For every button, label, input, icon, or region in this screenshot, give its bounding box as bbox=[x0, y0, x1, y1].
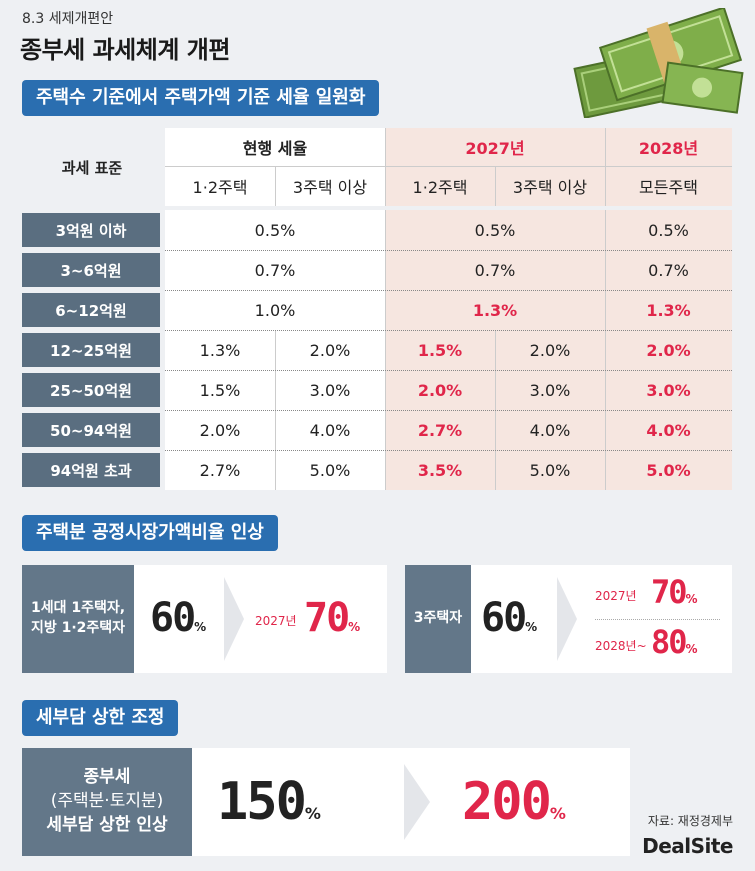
divider bbox=[595, 619, 720, 620]
rate-2027-3plus: 3.0% bbox=[529, 380, 571, 400]
row-label: 94억원 초과 bbox=[22, 453, 160, 487]
rate-2028: 1.3% bbox=[646, 300, 691, 320]
year-label: 2027년 bbox=[255, 614, 297, 628]
rate-2028: 5.0% bbox=[646, 460, 691, 480]
panel-label: 종부세 (주택분·토지분) 세부담 상한 인상 bbox=[22, 748, 192, 856]
section-title-fair-market-ratio: 주택분 공정시장가액비율 인상 bbox=[22, 515, 278, 551]
rate-current-12: 2.0% bbox=[199, 420, 241, 440]
rate-current-12: 1.3% bbox=[199, 340, 241, 360]
rate-current-12: 2.7% bbox=[199, 460, 241, 480]
current-cap-value: 150 bbox=[217, 772, 307, 832]
current-ratio-value: 60 bbox=[150, 595, 196, 641]
new-cap: 200% bbox=[462, 772, 566, 832]
rate-2027-12: 2.0% bbox=[417, 380, 463, 400]
source-note: 자료: 재정경제부 bbox=[647, 814, 733, 828]
rate-2028: 4.0% bbox=[646, 420, 691, 440]
new-ratio-value: 70 bbox=[304, 595, 350, 641]
unit: % bbox=[525, 620, 538, 634]
group-header-2028: 2028년 bbox=[638, 139, 699, 158]
current-cap: 150% bbox=[217, 772, 321, 832]
rate-current-3plus: 5.0% bbox=[309, 460, 351, 480]
unit: % bbox=[549, 804, 566, 823]
tax-rate-table: 과세 표준 현행 세율 2027년 2028년 1·2주택 3주택 이상 1·2… bbox=[22, 128, 732, 490]
rate-2028: 2.0% bbox=[646, 340, 691, 360]
money-stack-icon bbox=[573, 8, 744, 118]
label-line: 세부담 상한 인상 bbox=[46, 814, 168, 835]
year-label: 2028년~ bbox=[595, 639, 647, 653]
fmv-panel-single-home: 1세대 1주택자, 지방 1·2주택자 60% 2027년 70% bbox=[22, 565, 387, 673]
row-label: 12~25억원 bbox=[22, 333, 160, 367]
rate-2028: 3.0% bbox=[646, 380, 691, 400]
corner-header: 과세 표준 bbox=[61, 158, 123, 177]
rate-2027-12: 1.5% bbox=[417, 340, 463, 360]
group-header-current: 현행 세율 bbox=[242, 139, 308, 158]
unit: % bbox=[685, 642, 698, 656]
current-ratio: 60% bbox=[481, 595, 537, 641]
rate-2027-12: 3.5% bbox=[417, 460, 463, 480]
new-ratio: 70% bbox=[304, 595, 360, 641]
rate-2028: 0.5% bbox=[648, 220, 689, 240]
rate-2027: 0.7% bbox=[474, 260, 516, 280]
new-ratio-value: 70 bbox=[651, 573, 688, 611]
rate-2027-12: 2.7% bbox=[417, 420, 463, 440]
rate-current: 0.7% bbox=[254, 260, 296, 280]
rate-2027: 0.5% bbox=[474, 220, 516, 240]
supertitle: 8.3 세제개편안 bbox=[22, 11, 114, 27]
subheader-current-12: 1·2주택 bbox=[192, 178, 248, 197]
rate-2027-3plus: 4.0% bbox=[529, 420, 571, 440]
subheader-2027-12: 1·2주택 bbox=[412, 178, 468, 197]
rate-current: 0.5% bbox=[254, 220, 296, 240]
page-title: 종부세 과세체계 개편 bbox=[20, 36, 230, 64]
subheader-current-3plus: 3주택 이상 bbox=[292, 178, 368, 197]
row-label: 3~6억원 bbox=[22, 253, 160, 287]
arrow-right-icon bbox=[404, 764, 430, 840]
dealsite-logo: DealSite bbox=[642, 834, 733, 858]
new-ratio-2027: 70% bbox=[651, 573, 698, 611]
label-line: 1세대 1주택자, bbox=[30, 600, 126, 617]
rate-2027: 1.3% bbox=[472, 300, 518, 320]
row-label: 6~12억원 bbox=[22, 293, 160, 327]
row-label: 25~50억원 bbox=[22, 373, 160, 407]
new-cap-value: 200 bbox=[462, 772, 552, 832]
tax-cap-panel: 종부세 (주택분·토지분) 세부담 상한 인상 150% 200% bbox=[22, 748, 630, 856]
row-label: 3억원 이하 bbox=[22, 213, 160, 247]
label-line: 지방 1·2주택자 bbox=[30, 620, 126, 636]
unit: % bbox=[348, 620, 361, 634]
rate-2028: 0.7% bbox=[648, 260, 689, 280]
arrow-right-icon bbox=[557, 577, 577, 661]
panel-label: 3주택자 bbox=[405, 565, 471, 673]
section-title-rate-unification: 주택수 기준에서 주택가액 기준 세율 일원화 bbox=[22, 80, 380, 116]
fmv-panel-three-homes: 3주택자 60% 2027년 70% 2028년~ 80% bbox=[405, 565, 732, 673]
subheader-2027-3plus: 3주택 이상 bbox=[512, 178, 588, 197]
subheader-2028-all: 모든주택 bbox=[639, 178, 698, 197]
unit: % bbox=[194, 620, 207, 634]
rate-current-12: 1.5% bbox=[199, 380, 241, 400]
rate-current: 1.0% bbox=[254, 300, 296, 320]
rate-current-3plus: 3.0% bbox=[309, 380, 351, 400]
current-ratio: 60% bbox=[150, 595, 206, 641]
rate-current-3plus: 2.0% bbox=[309, 340, 351, 360]
new-ratio-value: 80 bbox=[651, 623, 688, 661]
section-title-tax-cap: 세부담 상한 조정 bbox=[22, 700, 179, 736]
unit: % bbox=[304, 804, 321, 823]
group-header-2027: 2027년 bbox=[465, 139, 525, 158]
unit: % bbox=[685, 592, 698, 606]
panel-label: 1세대 1주택자, 지방 1·2주택자 bbox=[22, 565, 134, 673]
new-ratio-2028: 80% bbox=[651, 623, 698, 661]
current-ratio-value: 60 bbox=[481, 595, 527, 641]
rate-2027-3plus: 5.0% bbox=[529, 460, 571, 480]
row-label: 50~94억원 bbox=[22, 413, 160, 447]
label-line: 종부세 bbox=[83, 767, 131, 788]
rate-2027-3plus: 2.0% bbox=[529, 340, 571, 360]
rate-current-3plus: 4.0% bbox=[309, 420, 351, 440]
arrow-right-icon bbox=[224, 577, 244, 661]
year-label: 2027년 bbox=[595, 589, 637, 603]
label-line: (주택분·토지분) bbox=[50, 791, 164, 812]
